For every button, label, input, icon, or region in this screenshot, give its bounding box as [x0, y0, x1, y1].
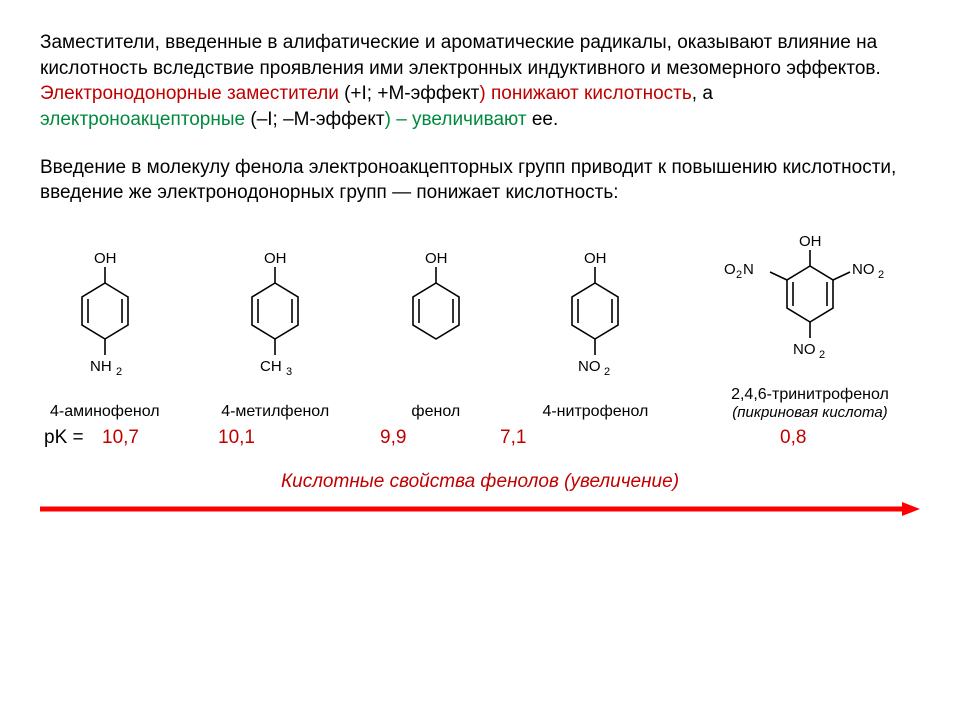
p1-t2: (+I; +M-эффект — [344, 83, 479, 104]
mol-name-2: фенол — [411, 403, 460, 421]
molecules-row: OH NH 2 4-аминофенол OH CH 3 4-метилфено… — [40, 228, 920, 421]
molecule-4-methylphenol: OH CH 3 4-метилфенол — [221, 245, 329, 421]
molecule-4-aminophenol: OH NH 2 4-аминофенол — [50, 245, 160, 421]
svg-text:NO: NO — [852, 261, 875, 278]
pk-label: pK = — [44, 427, 84, 449]
p1-r1: Электронодонорные заместители — [40, 83, 344, 104]
axis-caption: Кислотные свойства фенолов (увеличение) — [40, 471, 920, 493]
intro-paragraph-2: Введение в молекулу фенола электроноакце… — [40, 155, 920, 206]
svg-text:2: 2 — [604, 366, 610, 378]
mol-sub-4: (пикриновая кислота) — [732, 404, 887, 421]
svg-text:NO: NO — [793, 341, 816, 358]
p1-g2: ) – увеличивают — [385, 109, 532, 130]
pk-row: pK = 10,7 10,1 9,9 7,1 0,8 — [40, 427, 920, 453]
structure-4-methylphenol-icon: OH CH 3 — [230, 245, 320, 395]
mol-name-0: 4-аминофенол — [50, 403, 160, 421]
molecule-picric-acid: OH NO 2 NO 2 O 2 N 2,4,6-тринитрофенол (… — [710, 228, 910, 421]
svg-text:NH: NH — [90, 358, 112, 375]
structure-4-nitrophenol-icon: OH NO 2 — [550, 245, 640, 395]
mol-name-3: 4-нитрофенол — [542, 403, 648, 421]
pk-val-2: 9,9 — [380, 427, 406, 449]
molecule-4-nitrophenol: OH NO 2 4-нитрофенол — [542, 245, 648, 421]
mol-name-4: 2,4,6-тринитрофенол — [731, 386, 889, 404]
mol-name-1: 4-метилфенол — [221, 403, 329, 421]
pk-val-0: 10,7 — [102, 427, 139, 449]
svg-text:2: 2 — [819, 349, 825, 361]
svg-text:2: 2 — [736, 269, 742, 281]
svg-text:N: N — [743, 261, 754, 278]
p1-r3: кислотность — [584, 83, 692, 104]
svg-text:O: O — [724, 261, 736, 278]
acidity-arrow — [40, 499, 920, 524]
svg-text:OH: OH — [264, 250, 287, 267]
svg-text:OH: OH — [425, 250, 448, 267]
p1-t5: ее. — [532, 109, 558, 130]
structure-4-aminophenol-icon: OH NH 2 — [60, 245, 150, 395]
p1-t4: (–I; –M-эффект — [250, 109, 384, 130]
structure-phenol-icon: OH — [391, 245, 481, 395]
p1-t3: , а — [692, 83, 713, 104]
svg-text:2: 2 — [116, 366, 122, 378]
svg-text:OH: OH — [799, 233, 822, 250]
svg-text:CH: CH — [260, 358, 282, 375]
pk-val-3: 7,1 — [500, 427, 526, 449]
svg-text:OH: OH — [94, 250, 117, 267]
p1-t1: Заместители, введенные в алифатические и… — [40, 32, 881, 79]
pk-val-1: 10,1 — [218, 427, 255, 449]
p1-g1: электроноакцепторные — [40, 109, 250, 130]
structure-picric-acid-icon: OH NO 2 NO 2 O 2 N — [710, 228, 910, 378]
svg-text:2: 2 — [878, 269, 884, 281]
molecule-phenol: OH фенол — [391, 245, 481, 421]
p1-r2: ) понижают — [479, 83, 584, 104]
intro-paragraph-1: Заместители, введенные в алифатические и… — [40, 30, 920, 133]
svg-text:3: 3 — [286, 366, 292, 378]
svg-text:NO: NO — [578, 358, 601, 375]
arrow-right-icon — [40, 499, 920, 519]
pk-val-4: 0,8 — [780, 427, 806, 449]
svg-text:OH: OH — [584, 250, 607, 267]
